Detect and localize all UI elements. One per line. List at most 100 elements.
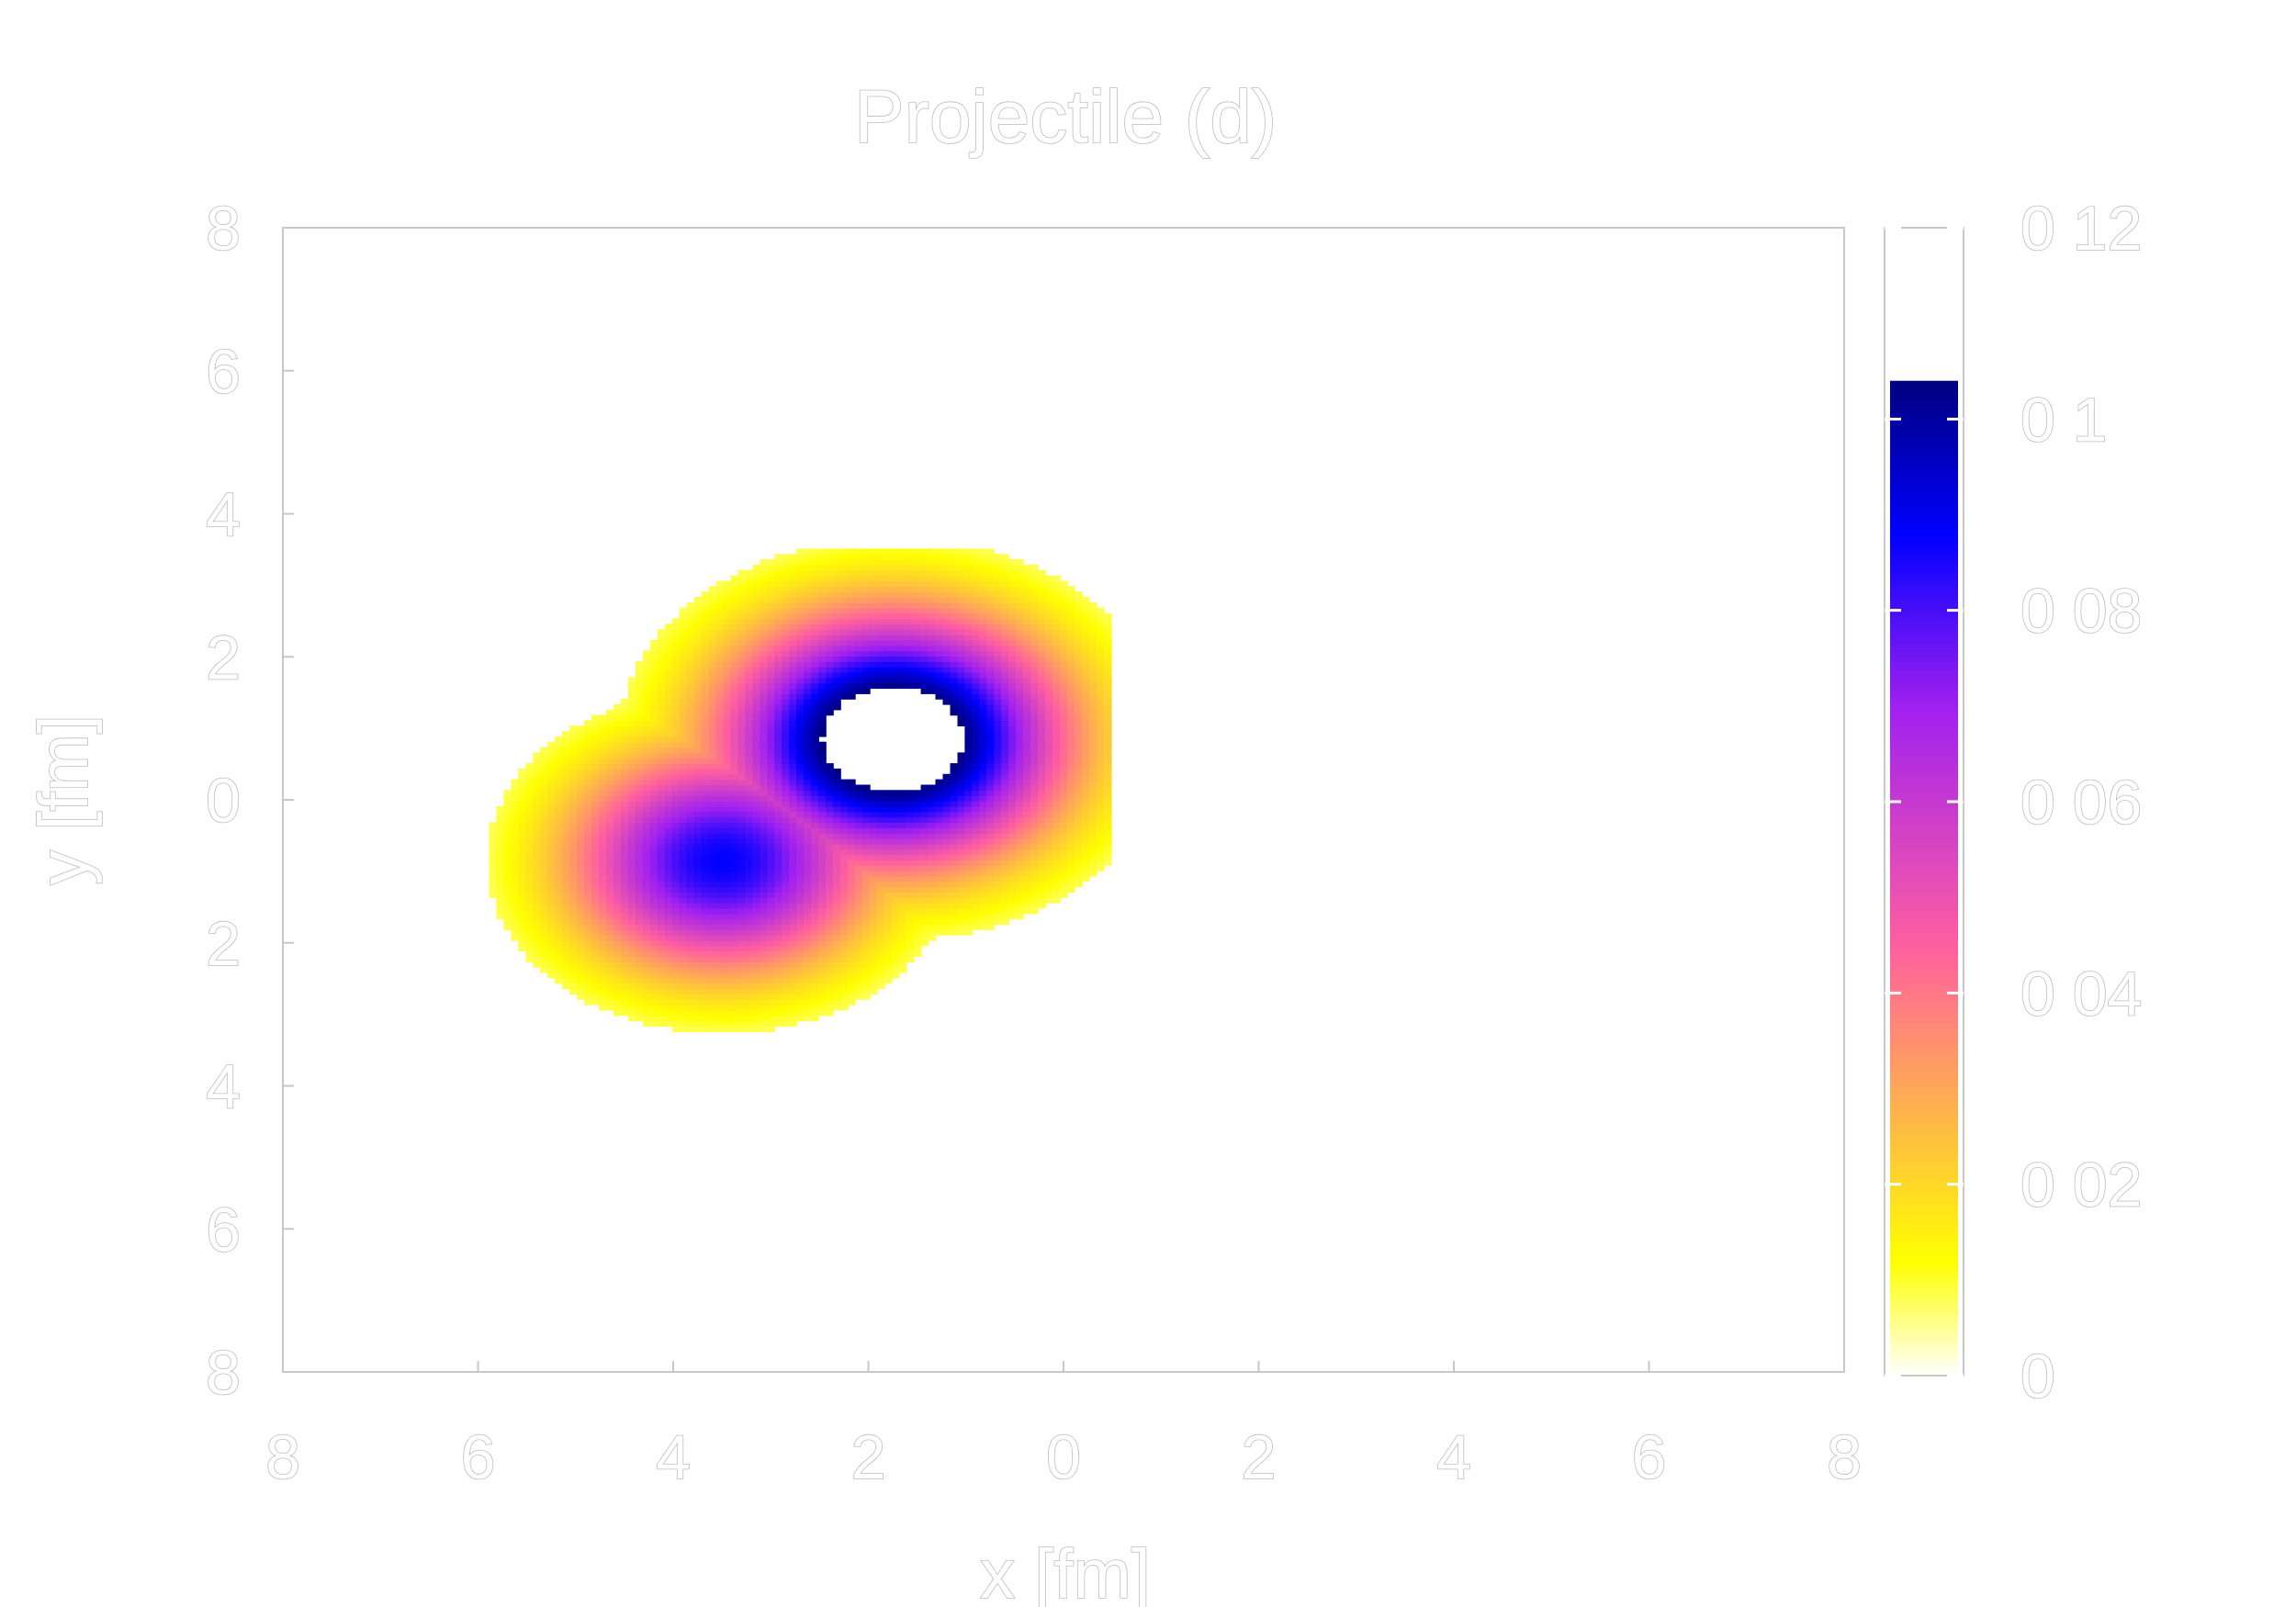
- heatmap-cell: [540, 918, 548, 926]
- heatmap-cell: [942, 645, 951, 652]
- heatmap-cell: [935, 886, 944, 893]
- heatmap-cell: [767, 747, 776, 754]
- heatmap-cell: [664, 714, 673, 722]
- heatmap-cell: [599, 768, 607, 775]
- heatmap-cell: [525, 902, 535, 909]
- heatmap-cell: [972, 586, 981, 592]
- heatmap-cell: [796, 607, 805, 614]
- heatmap-cell: [562, 892, 570, 898]
- heatmap-cell: [642, 1020, 651, 1027]
- heatmap-cell: [496, 843, 505, 850]
- heatmap-cell: [920, 875, 929, 882]
- heatmap-cell: [760, 601, 769, 609]
- heatmap-cell: [1001, 833, 1010, 839]
- heatmap-cell: [606, 714, 614, 722]
- heatmap-cell: [767, 629, 776, 635]
- heatmap-cell: [752, 645, 761, 652]
- heatmap-cell: [767, 565, 776, 571]
- heatmap-cell: [613, 1009, 622, 1017]
- heatmap-cell: [679, 752, 688, 759]
- heatmap-cell: [635, 837, 644, 845]
- heatmap-cell: [789, 999, 797, 1006]
- heatmap-cell: [635, 709, 644, 716]
- heatmap-cell: [701, 763, 710, 770]
- heatmap-cell: [920, 843, 929, 850]
- heatmap-cell: [1038, 827, 1046, 834]
- heatmap-cell: [613, 881, 622, 888]
- heatmap-cell: [577, 961, 585, 968]
- heatmap-cell: [826, 554, 834, 560]
- heatmap-cell: [657, 892, 666, 898]
- heatmap-cell: [979, 634, 988, 641]
- heatmap-cell: [964, 656, 974, 662]
- heatmap-cell: [979, 565, 988, 571]
- heatmap-cell: [649, 822, 658, 828]
- heatmap-cell: [745, 612, 754, 620]
- heatmap-cell: [730, 741, 739, 748]
- heatmap-cell: [972, 848, 981, 856]
- heatmap-cell: [811, 634, 819, 641]
- heatmap-cell: [782, 575, 790, 582]
- heatmap-cell: [701, 634, 710, 641]
- heatmap-cell: [752, 918, 761, 926]
- heatmap-cell: [730, 645, 739, 652]
- heatmap-cell: [833, 565, 841, 571]
- heatmap-cell: [913, 816, 922, 824]
- heatmap-cell: [913, 624, 922, 630]
- heatmap-cell: [708, 848, 717, 856]
- heatmap-cell: [950, 773, 959, 781]
- heatmap-cell: [657, 822, 666, 828]
- heatmap-cell: [525, 918, 535, 926]
- heatmap-cell: [752, 972, 761, 979]
- heatmap-cell: [804, 671, 812, 679]
- heatmap-cell: [627, 784, 636, 792]
- heatmap-cell: [649, 945, 658, 952]
- heatmap-cell: [752, 661, 761, 668]
- heatmap-cell: [1008, 865, 1017, 871]
- heatmap-cell: [928, 913, 937, 920]
- heatmap-cell: [876, 913, 885, 920]
- heatmap-cell: [928, 661, 937, 668]
- heatmap-cell: [1008, 795, 1017, 802]
- heatmap-cell: [986, 612, 996, 620]
- heatmap-cell: [1038, 773, 1046, 781]
- heatmap-cell: [1023, 881, 1031, 888]
- heatmap-cell: [804, 848, 812, 856]
- heatmap-cell: [760, 747, 769, 754]
- heatmap-cell: [767, 865, 776, 871]
- heatmap-cell: [635, 703, 644, 711]
- heatmap-cell: [577, 768, 585, 775]
- heatmap-cell: [511, 848, 520, 856]
- heatmap-cell: [861, 886, 871, 893]
- heatmap-cell: [884, 591, 893, 598]
- heatmap-cell: [584, 747, 592, 754]
- heatmap-cell: [525, 886, 535, 893]
- heatmap-cell: [854, 924, 863, 930]
- heatmap-cell: [599, 720, 607, 726]
- heatmap-cell: [591, 983, 600, 990]
- heatmap-cell: [693, 1020, 703, 1027]
- heatmap-cell: [811, 972, 819, 979]
- heatmap-cell: [964, 843, 974, 850]
- heatmap-cell: [928, 795, 937, 802]
- heatmap-cell: [869, 816, 878, 824]
- heatmap-cell: [840, 801, 849, 807]
- heatmap-cell: [518, 822, 527, 828]
- heatmap-cell: [686, 811, 695, 818]
- heatmap-cell: [920, 805, 929, 813]
- heatmap-cell: [1023, 699, 1031, 705]
- heatmap-cell: [920, 918, 929, 926]
- heatmap-cell: [635, 784, 644, 792]
- heatmap-cell: [723, 848, 732, 856]
- heatmap-cell: [782, 682, 790, 690]
- heatmap-cell: [555, 972, 563, 979]
- heatmap-cell: [555, 902, 563, 909]
- heatmap-cell: [518, 907, 527, 915]
- heatmap-cell: [701, 795, 710, 802]
- heatmap-cell: [1030, 586, 1039, 592]
- heatmap-cell: [1030, 591, 1039, 598]
- heatmap-cell: [730, 811, 739, 818]
- heatmap-cell: [898, 897, 907, 904]
- heatmap-cell: [679, 693, 688, 700]
- heatmap-cell: [847, 795, 856, 802]
